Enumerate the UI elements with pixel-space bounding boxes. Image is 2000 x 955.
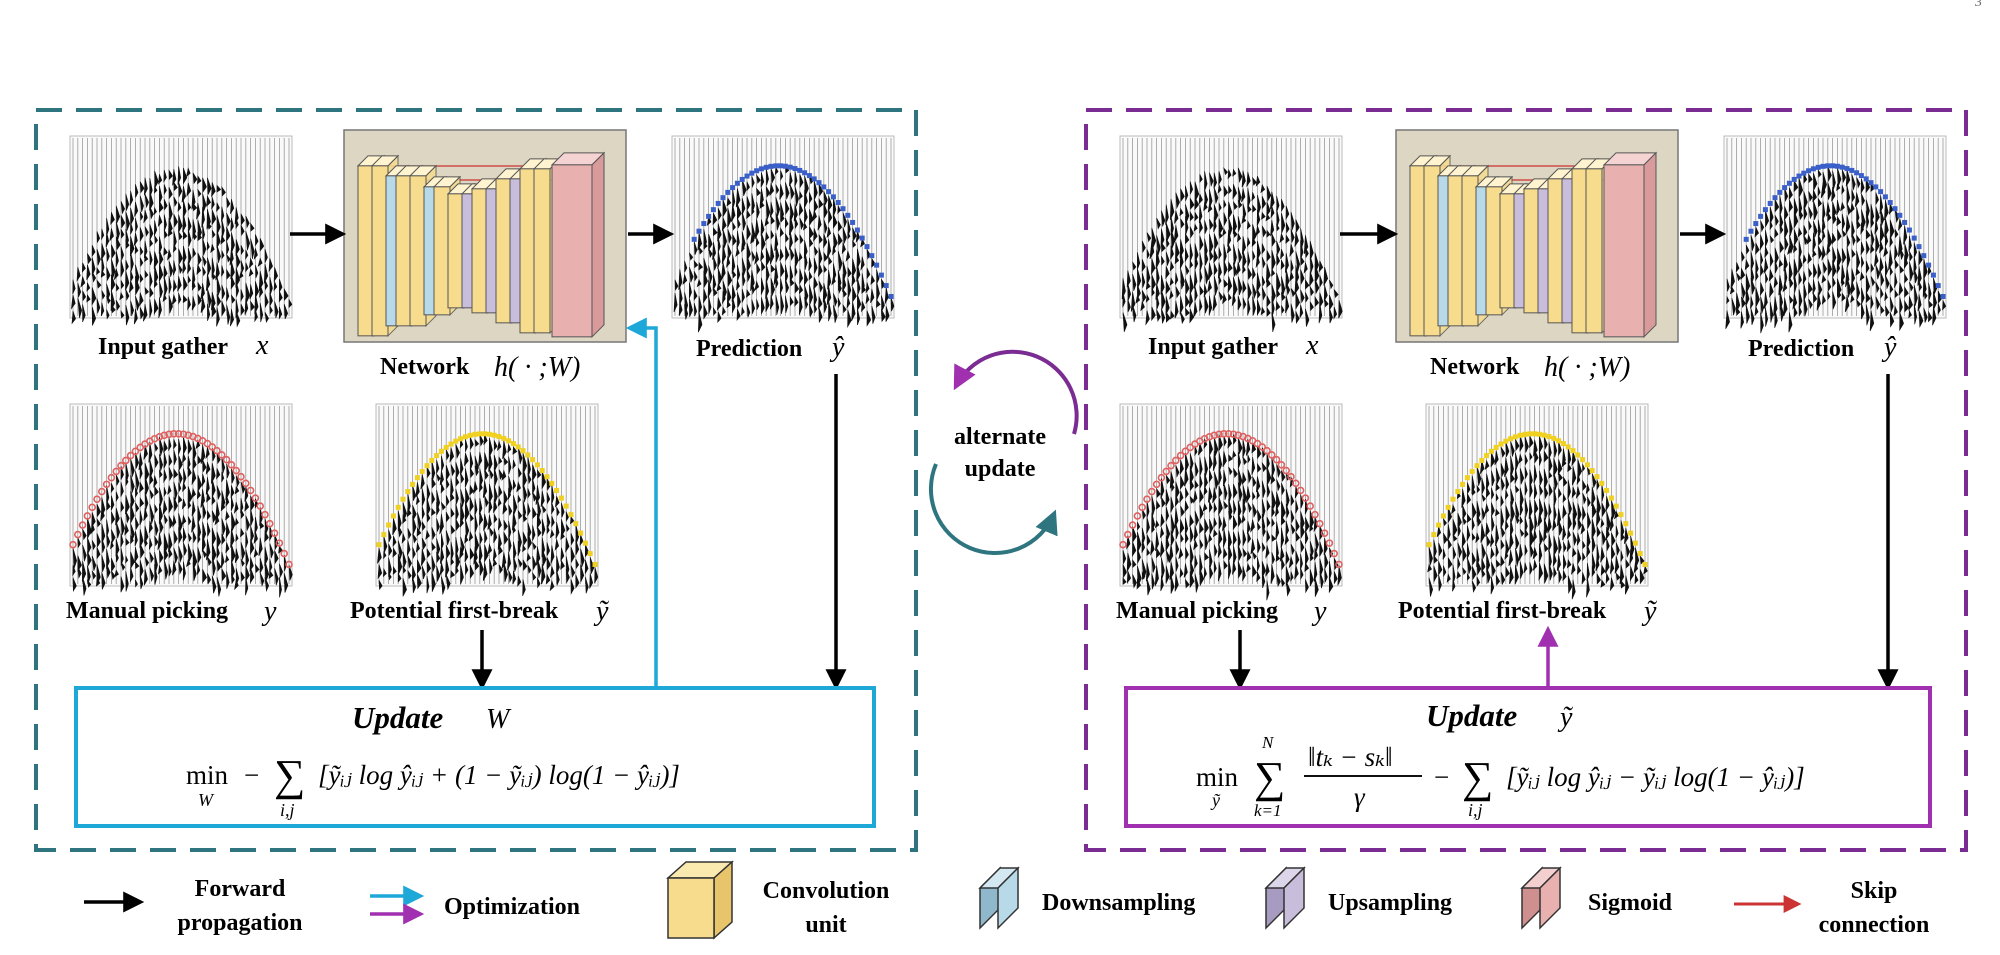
legend-upsampling-swatch [1264, 866, 1306, 930]
left-manual-picking-symbol: y [261, 596, 277, 627]
legend-sigmoid-label: Sigmoid [1588, 890, 1673, 916]
right-manual-picking-image [1119, 403, 1343, 601]
left-prediction-label: Prediction [696, 336, 802, 362]
left-input-gather-image [69, 135, 293, 328]
legend-skip-line2: connection [1819, 912, 1930, 938]
legend-optimization-label: Optimization [444, 894, 580, 920]
right-eq-min-sub: ỹ [1210, 790, 1221, 810]
right-potential-image [1425, 403, 1649, 600]
left-network-symbol: h( · ;W) [494, 352, 580, 383]
left-update-title: Update [352, 700, 444, 735]
right-eq-frac-den: γ [1354, 782, 1366, 812]
left-eq-body: [ỹᵢⱼ log ŷᵢⱼ + (1 − ỹᵢⱼ) log(1 − ŷᵢⱼ)] [318, 760, 680, 790]
left-update-box [74, 686, 876, 828]
left-panel-frame [34, 108, 918, 852]
left-network-label: Network [380, 354, 470, 380]
alternate-arrow-top [953, 349, 1079, 435]
right-input-gather-symbol: x [1305, 330, 1319, 361]
alternate-label-line2: update [965, 456, 1036, 482]
legend-convolution-swatch [666, 860, 734, 940]
right-potential-label: Potential first-break [1398, 598, 1607, 624]
right-eq-body: [ỹᵢⱼ log ŷᵢⱼ − ỹᵢⱼ log(1 − ŷᵢⱼ)] [1506, 762, 1805, 792]
left-optimization-arrow [625, 317, 658, 688]
right-update-title-symbol: ỹ [1557, 702, 1574, 733]
left-prediction-image [671, 135, 895, 333]
left-network-block [343, 129, 627, 343]
right-input-gather-image [1119, 135, 1343, 333]
right-eq-sigma2: ∑ [1462, 753, 1493, 802]
corner-mark: 3 [1974, 0, 1982, 10]
left-input-gather-symbol: x [255, 330, 269, 361]
right-eq-sum-top: N [1261, 733, 1275, 752]
alternate-label-line1: alternate [954, 424, 1046, 450]
right-panel-frame [1084, 108, 1968, 852]
left-eq-min-sub: W [198, 790, 215, 810]
left-eq-sigma: ∑ [274, 751, 305, 800]
left-eq-sum-sub: i,j [280, 800, 295, 820]
legend-upsampling-label: Upsampling [1328, 890, 1452, 916]
right-potential-symbol: ỹ [1641, 596, 1658, 627]
right-prediction-symbol: ŷ [1881, 332, 1897, 363]
legend-convolution-line1: Convolution [763, 878, 890, 904]
right-eq-sum2-sub: i,j [1468, 800, 1483, 820]
right-eq-sum-bottom: k=1 [1254, 801, 1282, 820]
right-network-block [1395, 129, 1679, 343]
legend-forward-line1: Forward [195, 876, 286, 902]
left-eq-minus: − [244, 760, 259, 790]
left-manual-picking-image [69, 403, 293, 598]
legend-convolution-line2: unit [805, 912, 846, 938]
left-prediction-symbol: ŷ [829, 332, 845, 363]
legend-sigmoid-swatch [1520, 866, 1562, 930]
right-network-symbol: h( · ;W) [1544, 352, 1630, 383]
right-eq-frac-num: ‖tₖ − sₖ‖ [1308, 742, 1393, 772]
legend-downsampling-swatch [978, 866, 1020, 930]
right-update-title: Update [1426, 698, 1518, 733]
right-manual-picking-symbol: y [1311, 596, 1327, 627]
left-potential-label: Potential first-break [350, 598, 559, 624]
right-eq-min: min [1196, 762, 1239, 792]
legend-downsampling-label: Downsampling [1042, 890, 1195, 916]
right-network-label: Network [1430, 354, 1520, 380]
right-update-box [1124, 686, 1932, 828]
right-eq-sigma: ∑ [1254, 753, 1285, 802]
right-manual-picking-label: Manual picking [1116, 598, 1278, 624]
legend-forward-line2: propagation [178, 910, 303, 936]
left-update-title-symbol: W [486, 704, 512, 735]
right-prediction-label: Prediction [1748, 336, 1854, 362]
left-manual-picking-label: Manual picking [66, 598, 228, 624]
left-potential-symbol: ỹ [593, 596, 610, 627]
legend-skip-line1: Skip [1851, 878, 1898, 904]
alternate-arrow-bottom [928, 463, 1058, 556]
right-input-gather-label: Input gather [1148, 334, 1278, 360]
right-prediction-image [1723, 135, 1947, 334]
left-potential-image [375, 403, 599, 597]
right-eq-minus: − [1434, 762, 1449, 792]
left-input-gather-label: Input gather [98, 334, 228, 360]
left-eq-min: min [186, 760, 229, 790]
